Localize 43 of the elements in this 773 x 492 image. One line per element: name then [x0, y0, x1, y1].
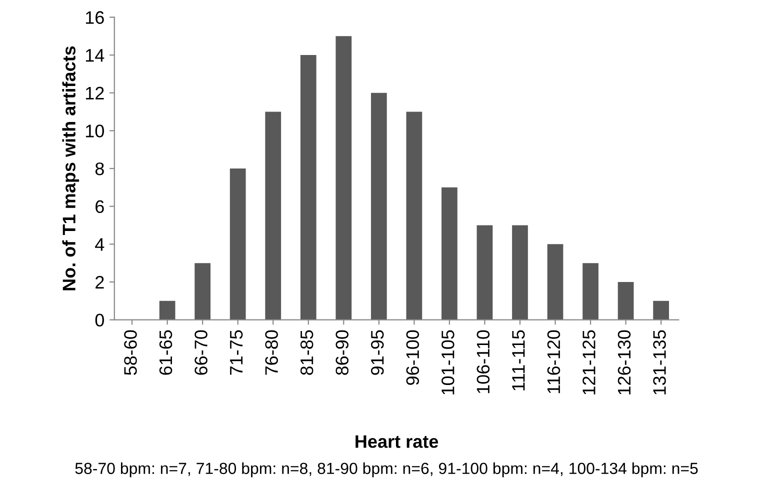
text: 58-70 bpm: n=7, 71-80 bpm: n=8, 81-90 bpm: n=6, 91-100 bpm: n=4, 100-134 bpm: n=5	[75, 462, 698, 478]
bar	[406, 112, 422, 320]
x-tick-label: 111-115	[512, 330, 525, 390]
bar	[653, 300, 669, 320]
bar	[300, 55, 316, 320]
y-tick-label: 2	[96, 276, 104, 289]
x-tick-label: 131-135	[653, 330, 666, 394]
x-tick-label: 116-120	[547, 330, 560, 394]
x-axis-title: Heart rate	[356, 435, 438, 448]
x-tick-label: 91-95	[370, 330, 384, 375]
x-tick-label: 81-85	[300, 330, 314, 375]
bar	[476, 225, 493, 320]
x-tick-label: 121-125	[582, 330, 596, 394]
x-tick-label: 76-80	[265, 330, 278, 375]
x-tick-label: 96-100	[406, 330, 420, 385]
bar	[582, 263, 598, 320]
y-tick-label: 0	[95, 314, 104, 327]
y-tick-label: 4	[95, 238, 104, 251]
bar	[230, 168, 246, 320]
x-tick-label: 101-105	[442, 330, 454, 394]
bar	[442, 187, 458, 320]
y-tick-label: 8	[95, 162, 104, 176]
y-tick-label: 14	[86, 49, 104, 62]
bar	[370, 92, 387, 320]
bar	[194, 263, 211, 320]
y-tick-label: 16	[86, 11, 104, 24]
bar	[512, 225, 528, 320]
x-tick-label: 58-60	[124, 330, 137, 375]
y-axis-title: No. of T1 maps with artifacts	[62, 46, 80, 290]
bar	[159, 300, 176, 320]
x-tick-label: 86-90	[336, 330, 348, 375]
bar	[336, 36, 352, 320]
bar	[547, 244, 564, 320]
y-tick-label: 6	[96, 200, 104, 214]
x-tick-label: 66-70	[194, 330, 208, 375]
bar	[265, 112, 282, 320]
y-tick-label: 10	[86, 124, 104, 138]
x-tick-label: 106-110	[476, 330, 490, 394]
x-tick-label: 126-130	[618, 330, 631, 394]
bar	[618, 282, 634, 320]
y-tick-label: 12	[86, 86, 104, 100]
x-tick-label: 71-75	[230, 330, 243, 375]
x-tick-label: 61-65	[159, 330, 172, 375]
